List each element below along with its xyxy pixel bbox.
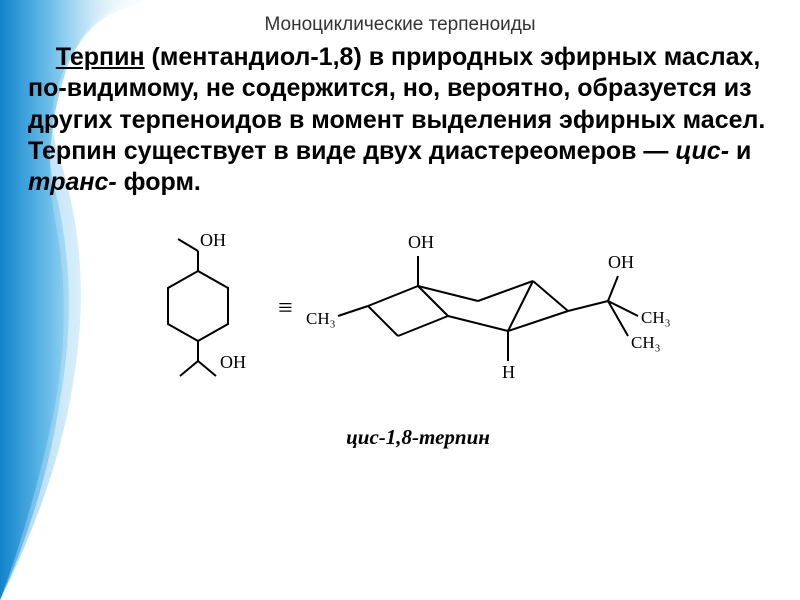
svg-text:≡: ≡ — [278, 293, 293, 322]
svg-text:CH₃: CH₃ — [641, 308, 671, 327]
slide-title: Моноциклические терпеноиды — [28, 14, 772, 36]
svg-text:OH: OH — [608, 252, 634, 272]
body-paragraph: Терпин (ментандиол-1,8) в природных эфир… — [28, 42, 772, 198]
text-and: и — [729, 137, 751, 165]
structure-caption: цис-1,8-терпин — [138, 425, 698, 450]
svg-text:CH₃: CH₃ — [306, 309, 336, 328]
svg-text:H: H — [502, 362, 515, 382]
svg-text:CH₃: CH₃ — [631, 333, 661, 352]
text-segment-2: форм. — [117, 168, 201, 196]
term-terpin: Терпин — [56, 43, 145, 71]
svg-text:OH: OH — [220, 352, 246, 372]
chemical-structure-diagram: OH OH ≡ OH — [138, 216, 698, 416]
svg-text:OH: OH — [408, 232, 434, 252]
svg-text:OH: OH — [200, 230, 226, 250]
term-trans: транс- — [28, 168, 117, 196]
term-cis: цис- — [675, 137, 729, 165]
